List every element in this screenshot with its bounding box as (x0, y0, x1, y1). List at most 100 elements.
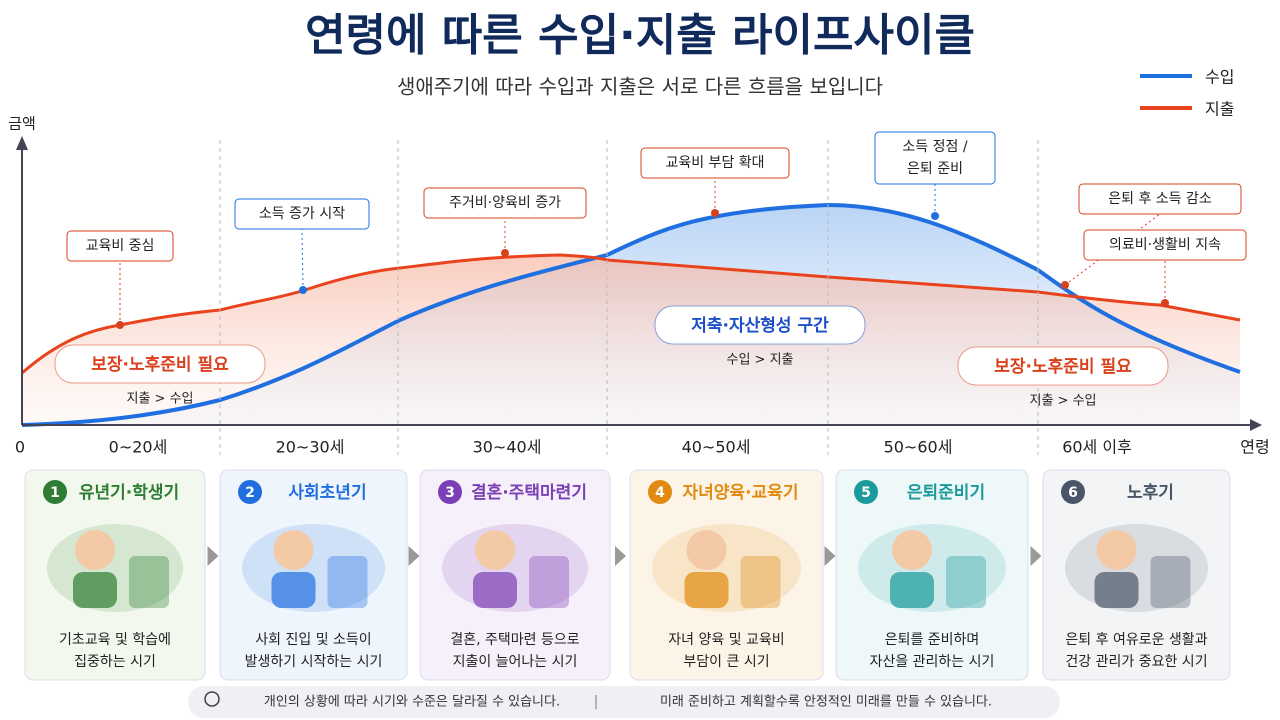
subtitle: 생애주기에 따라 수입과 지출은 서로 다른 흐름을 보입니다 (397, 75, 883, 99)
zone-title: 저축·자산형성 구간 (691, 315, 829, 336)
zone-title: 보장·노후준비 필요 (994, 356, 1132, 377)
stage-arrow (615, 546, 626, 566)
callout-dot (931, 212, 939, 220)
zone-box (54, 344, 266, 384)
age-band: 30~40세 (473, 438, 542, 457)
stage-arrow (824, 546, 836, 566)
stage-desc: 결혼, 주택마련 등으로 (450, 632, 579, 648)
callout-box (423, 187, 587, 219)
callout-dot (1061, 281, 1069, 289)
y-arrow (16, 136, 28, 150)
stage-title: 자녀양육·교육기 (683, 483, 799, 503)
stage-title: 결혼·주택마련기 (471, 482, 587, 503)
stage-desc: 발생하기 시작하는 시기 (245, 654, 383, 670)
expense-line (21, 253, 1241, 375)
stage-title: 은퇴준비기 (907, 483, 985, 503)
stage-desc: 은퇴 후 여유로운 생활과 (1065, 632, 1207, 648)
stage-figure-body (271, 572, 316, 608)
stage-number: 3 (445, 485, 455, 501)
stage-number: 5 (861, 485, 871, 501)
callout-dot (1161, 299, 1169, 307)
callout-text: 교육비 부담 확대 (665, 155, 764, 171)
stage-arrow (207, 546, 219, 566)
callout-box (874, 131, 996, 185)
stage-figure (75, 530, 115, 570)
stage-number: 2 (245, 485, 255, 501)
legend-label: 수입 (1205, 68, 1234, 87)
stage-figure-body (473, 572, 517, 608)
callout-text: 은퇴 준비 (907, 161, 963, 177)
callout-box (1078, 183, 1242, 215)
callout-text: 의료비·생활비 지속 (1109, 237, 1221, 253)
callout-text: 소득 정점 / (902, 139, 967, 155)
age-band: 60세 이후 (1062, 438, 1132, 457)
stage-figure (273, 530, 314, 570)
title: 연령에 따른 수입·지출 라이프사이클 (305, 10, 975, 61)
age-band: 50~60세 (884, 438, 953, 457)
stage-badge (648, 480, 672, 504)
stage-title: 노후기 (1127, 482, 1174, 503)
footer-divider: | (594, 694, 599, 710)
callout-box (640, 147, 790, 179)
age-band: 20~30세 (276, 438, 345, 457)
callout-box (1083, 229, 1247, 261)
stage-object (1150, 556, 1191, 608)
zone-box (957, 346, 1169, 386)
stage-figure-body (684, 572, 729, 608)
plot (21, 202, 1241, 427)
legend-label: 지출 (1205, 100, 1234, 119)
expense-area (22, 255, 1240, 425)
stage-card (1042, 469, 1231, 681)
callout-dot (116, 321, 124, 329)
callout-text: 주거비·양육비 증가 (449, 195, 561, 211)
stage-badge (1061, 480, 1085, 504)
stage-desc: 부담이 큰 시기 (683, 654, 769, 670)
x-axis-label: 연령 (1240, 438, 1269, 457)
callout-box (234, 198, 370, 230)
stage-object (740, 556, 781, 608)
footer-text: 개인의 상황에 따라 시기와 수준은 달라질 수 있습니다. (264, 695, 560, 710)
stage-badge (438, 480, 462, 504)
zone-note: 수입 > 지출 (727, 353, 794, 368)
callout-text: 은퇴 후 소득 감소 (1108, 191, 1212, 207)
stage-arrow (1030, 546, 1042, 566)
origin-label: 0 (15, 438, 25, 457)
stage-desc: 자녀 양육 및 교육비 (668, 632, 784, 648)
callout-dot (299, 286, 307, 294)
zone-note: 지출 > 수입 (1030, 394, 1097, 409)
stage-object (946, 556, 986, 608)
stage-figure (1096, 530, 1137, 570)
stage-desc: 집중하는 시기 (74, 654, 156, 670)
stage-object (129, 556, 169, 608)
stage-title: 사회초년기 (288, 483, 366, 503)
stage-desc: 사회 진입 및 소득이 (255, 632, 371, 648)
stage-desc: 건강 관리가 중요한 시기 (1065, 654, 1207, 670)
stage-arrow (408, 546, 420, 566)
stage-card (629, 469, 824, 681)
x-arrow (1250, 419, 1262, 431)
callout-text: 교육비 중심 (86, 238, 155, 254)
stage-figure-body (1094, 572, 1139, 608)
stage-figure (686, 530, 727, 570)
stage-title: 유년기·학생기 (79, 483, 179, 503)
callout-dot (501, 249, 509, 257)
stage-figure (892, 530, 932, 570)
age-band: 0~20세 (109, 438, 168, 457)
stage-card (24, 469, 206, 681)
stage-object (327, 556, 368, 608)
stage-badge (43, 480, 67, 504)
stage-desc: 은퇴를 준비하며 (885, 632, 980, 648)
age-band: 40~50세 (682, 438, 751, 457)
zone-title: 보장·노후준비 필요 (91, 354, 229, 375)
callout-box (66, 230, 174, 262)
stage-number: 1 (50, 485, 60, 501)
callout-dot (711, 209, 719, 217)
stage-badge (238, 480, 262, 504)
stage-desc: 자산을 관리하는 시기 (870, 654, 995, 670)
stage-desc: 지출이 늘어나는 시기 (453, 654, 578, 670)
stage-figure-body (73, 572, 117, 608)
stage-card (419, 469, 611, 681)
stage-object (529, 556, 569, 608)
zone-box (654, 305, 866, 345)
